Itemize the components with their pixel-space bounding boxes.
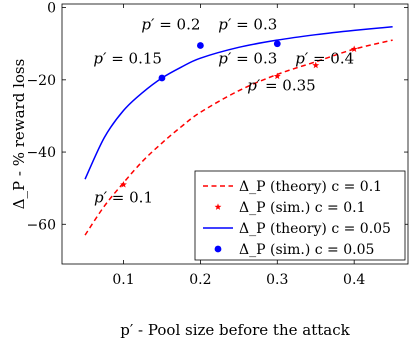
annotation-variable: p′	[141, 15, 155, 33]
chart-marks	[84, 26, 393, 236]
x-axis-title: p′ - Pool size before the attack	[120, 321, 350, 339]
annotation-value: = 0.35	[260, 77, 316, 95]
x-tick-label: 0.4	[343, 272, 365, 288]
annotation-value: = 0.3	[231, 50, 277, 68]
annotation-value: = 0.3	[231, 15, 277, 33]
y-tick-label: 0	[47, 1, 56, 17]
data-point-star	[312, 61, 320, 69]
y-tick-label: −60	[26, 217, 56, 233]
data-point-star	[273, 72, 281, 80]
data-point-circle	[273, 40, 281, 48]
x-tick-label: 0.3	[266, 272, 288, 288]
legend-items: Δ_P (theory) c = 0.1 Δ_P (sim.) c = 0.1 Δ_…	[203, 179, 391, 258]
annotation-variable: p′	[218, 15, 232, 33]
x-tick-label: 0.1	[112, 272, 134, 288]
legend-label: Δ_P (sim.) c = 0.05	[239, 242, 374, 258]
point-annotation: p′ = 0.15	[93, 50, 162, 68]
y-tick-label: −40	[26, 145, 56, 161]
y-tick-label: −20	[26, 73, 56, 89]
y-axis-title: Δ_P - % reward loss	[10, 59, 28, 210]
data-point-circle	[158, 74, 166, 82]
x-tick-label: 0.2	[189, 272, 211, 288]
point-annotation: p′ = 0.2	[141, 15, 200, 33]
plot-frame	[61, 3, 409, 265]
point-annotation: p′ = 0.35	[247, 77, 316, 95]
point-annotation: p′ = 0.4	[295, 50, 354, 68]
annotation-value: = 0.15	[106, 50, 162, 68]
annotation-variable: p′	[218, 50, 232, 68]
annotation-value: = 0.2	[154, 15, 200, 33]
point-annotation: p′ = 0.3	[218, 15, 277, 33]
annotation-variable: p′	[247, 77, 261, 95]
point-annotation: p′ = 0.3	[218, 50, 277, 68]
point-annotation: p′ = 0.1	[94, 189, 153, 207]
legend-circle-swatch	[214, 245, 222, 253]
chart-annotations: p′ = 0.2 p′ = 0.3p′ = 0.15 p′ = 0.3 p′ = 0.…	[93, 15, 354, 206]
annotation-variable: p′	[94, 189, 108, 207]
data-point-circle	[197, 42, 204, 49]
annotation-value: = 0.1	[107, 189, 153, 207]
series-line	[84, 26, 393, 180]
legend-label: Δ_P (theory) c = 0.1	[239, 179, 382, 195]
legend-label: Δ_P (theory) c = 0.05	[239, 221, 391, 237]
legend: Δ_P (theory) c = 0.1 Δ_P (sim.) c = 0.1 Δ_…	[194, 170, 406, 261]
annotation-variable: p′	[295, 50, 309, 68]
legend-star-swatch	[214, 203, 222, 210]
annotation-variable: p′	[93, 50, 107, 68]
annotation-value: = 0.4	[308, 50, 354, 68]
data-point-star	[350, 45, 358, 53]
chart-ticks: 0.1 0.2 0.3 0.4 −60 −40 −20 0	[26, 1, 408, 288]
legend-label: Δ_P (sim.) c = 0.1	[239, 200, 365, 216]
data-point-star	[120, 180, 127, 188]
